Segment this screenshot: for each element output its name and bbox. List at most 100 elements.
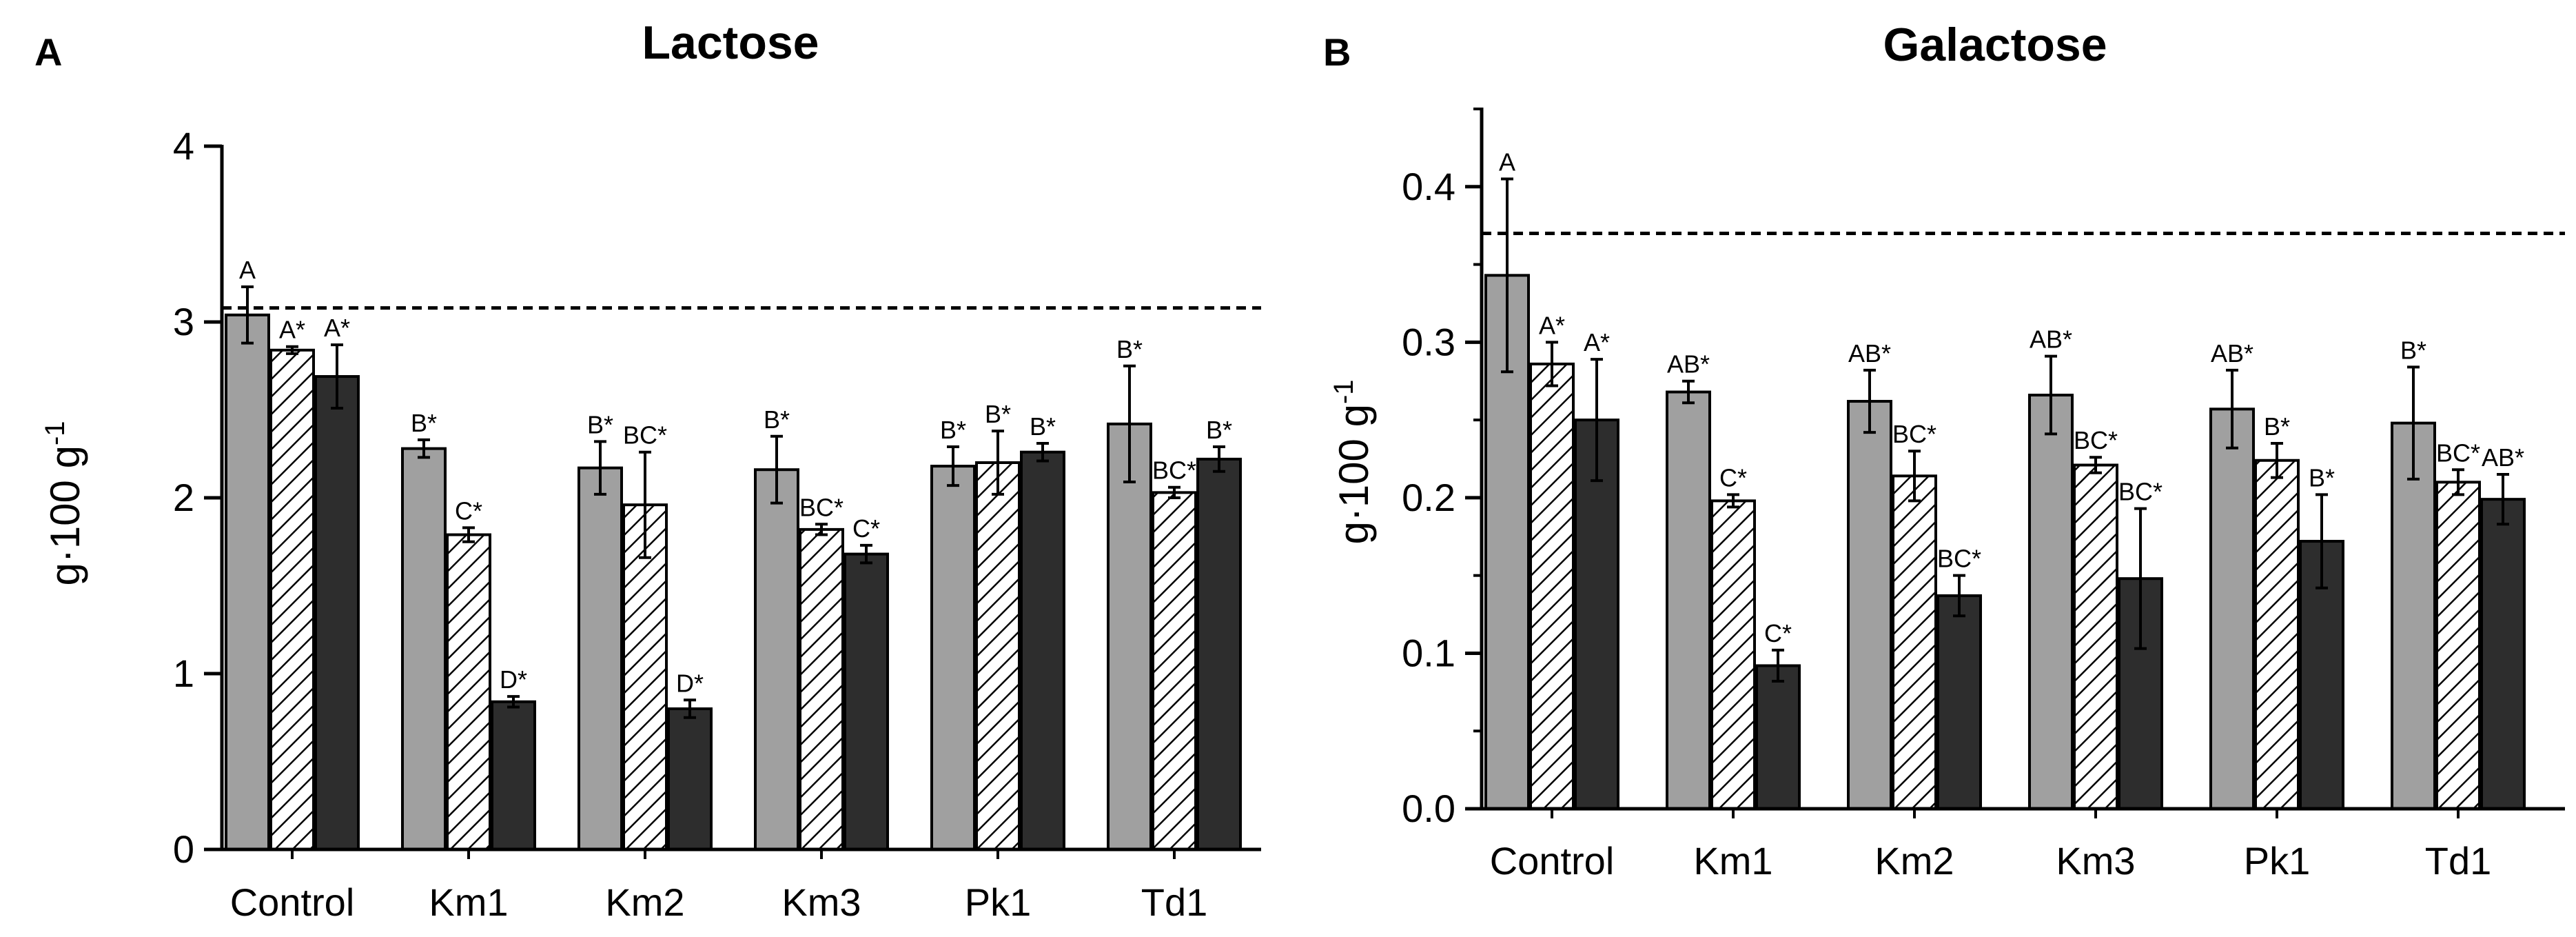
panel-a-x-tick-label: Km3 xyxy=(781,880,861,924)
panel-a-significance-label: BC* xyxy=(623,421,667,450)
panel-b-bar xyxy=(1529,362,1575,810)
panel-a-x-tick-label: Pk1 xyxy=(965,880,1032,924)
panel-b-bar xyxy=(2480,498,2526,811)
panel-b-significance-label: C* xyxy=(1764,619,1792,647)
panel-b-significance-label: B* xyxy=(2264,412,2290,441)
panel-a-y-tick-label: 3 xyxy=(173,300,194,343)
panel-b-significance-label: AB* xyxy=(2030,325,2072,354)
panel-a-y-tick-label: 2 xyxy=(173,476,194,519)
panel-a-bar xyxy=(844,552,889,851)
panel-b-x-tick-label: Km1 xyxy=(1693,839,1772,883)
panel-b-y-axis-label: g·100 g-1 xyxy=(1329,379,1377,544)
panel-a-bar xyxy=(577,466,623,851)
panel-b-bar xyxy=(2028,394,2074,810)
panel-a-plot: A A* A* Control B* C* D* Km1 B* BC* D* Km2 B* BC* C* Km… xyxy=(173,124,1261,924)
panel-a-significance-label: B* xyxy=(1116,335,1143,363)
panel-a-bar xyxy=(1020,450,1065,851)
panel-b-significance-label: B* xyxy=(2400,336,2426,364)
panel-b-title: Galactose xyxy=(1883,19,2107,71)
panel-b-bar xyxy=(2435,481,2481,810)
panel-b-y-tick-label: 0.1 xyxy=(1402,631,1455,674)
panel-b-significance-label: AB* xyxy=(1848,339,1891,367)
panel-a-bar xyxy=(1196,457,1242,851)
panel-a-x-tick-label: Control xyxy=(230,880,355,924)
panel-a-y-tick-label: 4 xyxy=(173,124,194,168)
panel-a-significance-label: BC* xyxy=(799,493,844,521)
panel-a-significance-label: B* xyxy=(1206,416,1232,444)
panel-a-letter: A xyxy=(34,30,62,74)
panel-a-significance-label: C* xyxy=(852,514,880,543)
panel-a-significance-label: A* xyxy=(324,314,350,342)
panel-a-significance-label: A* xyxy=(279,316,305,344)
panel-b-x-tick-label: Km3 xyxy=(2056,839,2135,883)
panel-a-x-tick-label: Td1 xyxy=(1141,880,1208,924)
panel-a-significance-label: BC* xyxy=(1152,456,1196,485)
panel-b-significance-label: AB* xyxy=(1667,350,1710,379)
panel-b-x-tick-label: Td1 xyxy=(2425,839,2492,883)
panel-a-significance-label: D* xyxy=(500,665,527,694)
panel-a-bar xyxy=(269,348,315,851)
panel-b-bar xyxy=(1936,594,1982,810)
panel-b-significance-label: BC* xyxy=(1937,545,1981,573)
panel-a-significance-label: B* xyxy=(940,416,966,444)
panel-b-significance-label: C* xyxy=(1719,463,1747,492)
panel-a-significance-label: B* xyxy=(1030,412,1056,441)
panel-a: A Lactose g·100 g-1 A A* A* Control B* C* D* Km… xyxy=(34,17,1261,924)
panel-a-bar xyxy=(314,375,360,851)
panel-b-bar xyxy=(1847,400,1892,810)
panel-b-significance-label: BC* xyxy=(2074,426,2118,454)
panel-a-significance-label: B* xyxy=(985,400,1011,428)
panel-b-plot: AA*A*ControlAB*C*C*Km1AB*BC*BC*Km2AB*BC*… xyxy=(1402,108,2565,883)
panel-a-y-tick-label: 1 xyxy=(173,652,194,695)
panel-a-x-tick-label: Km2 xyxy=(605,880,684,924)
panel-b-bar xyxy=(1666,390,1711,810)
panel-b: B Galactose g·100 g-1 A A* A* Control AB* C* C… xyxy=(1323,19,2565,883)
panel-b-x-tick-label: Pk1 xyxy=(2244,839,2311,883)
panel-b-x-tick-label: Control xyxy=(1490,839,1615,883)
panel-a-bar xyxy=(1107,422,1152,851)
panel-b-y-tick-label: 0.3 xyxy=(1402,320,1455,363)
panel-a-y-tick-label: 0 xyxy=(173,827,194,871)
panel-a-x-tick-label: Km1 xyxy=(429,880,508,924)
panel-b-x-tick-label: Km2 xyxy=(1874,839,1954,883)
panel-a-y-axis-label: g·100 g-1 xyxy=(40,421,88,585)
panel-a-title: Lactose xyxy=(642,17,819,69)
panel-a-bar xyxy=(754,468,799,851)
panel-b-significance-label: A* xyxy=(1539,311,1565,339)
panel-b-bar xyxy=(2209,407,2255,810)
panel-a-bar xyxy=(799,527,844,852)
panel-b-significance-label: BC* xyxy=(1892,420,1936,448)
panel-a-bar xyxy=(930,465,976,851)
panel-b-letter: B xyxy=(1323,30,1351,74)
panel-b-significance-label: AB* xyxy=(2482,443,2524,472)
panel-b-bar xyxy=(1755,664,1801,810)
panel-b-significance-label: AB* xyxy=(2211,339,2253,367)
panel-b-bar xyxy=(1574,419,1619,810)
panel-a-bar xyxy=(491,700,536,851)
panel-b-significance-label: B* xyxy=(2309,463,2335,492)
panel-a-bar xyxy=(667,707,713,851)
panel-b-bar xyxy=(2254,459,2300,810)
panel-b-bar xyxy=(1892,474,1937,810)
panel-a-bar xyxy=(1152,491,1197,851)
panel-b-y-tick-label: 0.4 xyxy=(1402,165,1455,208)
panel-a-bar xyxy=(225,313,270,851)
panel-a-significance-label: B* xyxy=(764,405,790,434)
panel-a-significance-label: B* xyxy=(587,410,613,439)
panel-a-bar xyxy=(446,533,491,851)
panel-b-significance-label: A* xyxy=(1584,328,1610,356)
panel-a-bar xyxy=(401,447,447,851)
panel-b-y-tick-label: 0.0 xyxy=(1402,787,1455,830)
panel-b-bar xyxy=(2073,463,2118,810)
panel-a-significance-label: B* xyxy=(411,409,437,437)
panel-a-significance-label: A xyxy=(239,256,256,284)
panel-b-significance-label: A xyxy=(1499,148,1515,177)
panel-b-bar xyxy=(2391,421,2436,810)
panel-b-significance-label: BC* xyxy=(2118,478,2163,506)
panel-b-significance-label: BC* xyxy=(2436,439,2480,467)
panel-a-bar xyxy=(975,461,1021,851)
panel-b-y-tick-label: 0.2 xyxy=(1402,476,1455,519)
panel-b-bar xyxy=(1710,499,1756,811)
panel-a-significance-label: C* xyxy=(455,496,482,525)
